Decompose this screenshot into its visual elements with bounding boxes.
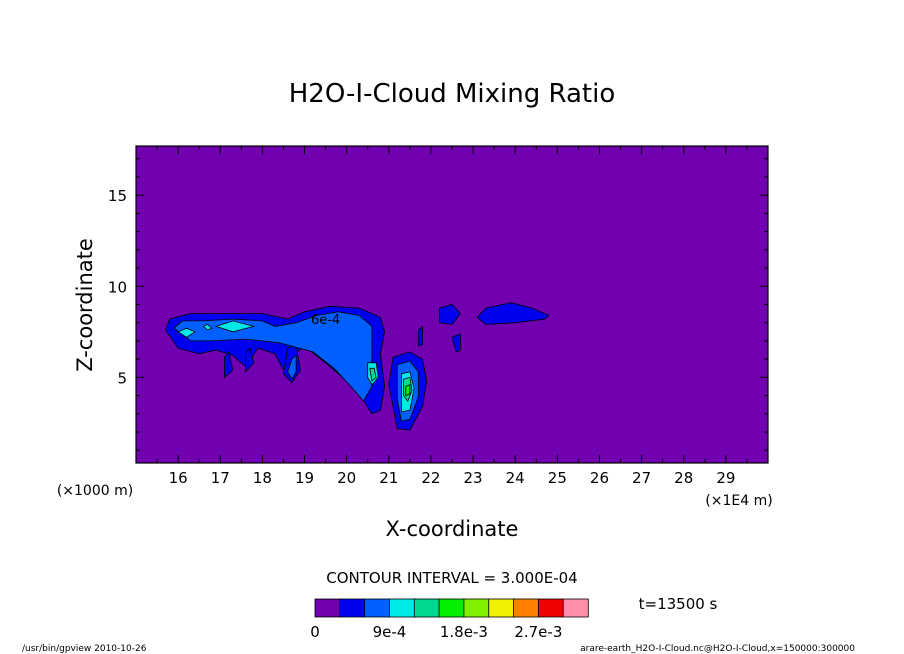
x-tick-label: 16 xyxy=(169,469,188,487)
x-tick-label: 23 xyxy=(464,469,483,487)
contour-region-level-1 xyxy=(451,332,461,353)
contour-interval-text: CONTOUR INTERVAL = 3.000E-04 xyxy=(326,569,577,587)
x-tick-label: 20 xyxy=(337,469,356,487)
contour-region-level-1 xyxy=(438,304,461,325)
footer-left: /usr/bin/gpview 2010-10-26 xyxy=(22,644,147,654)
x-tick-label: 21 xyxy=(379,469,398,487)
contour-regions xyxy=(165,302,550,431)
colorbar-tick-label: 9e-4 xyxy=(373,623,407,641)
x-tick-label: 27 xyxy=(632,469,651,487)
x-tick-label: 25 xyxy=(548,469,567,487)
contour-region-level-3 xyxy=(202,324,213,331)
colorbar-swatch xyxy=(488,598,515,618)
x-unit-right: (×1E4 m) xyxy=(705,493,772,509)
x-tick-label: 29 xyxy=(716,469,735,487)
y-tick-label: 5 xyxy=(117,369,127,387)
x-tick-label: 26 xyxy=(590,469,609,487)
colorbar-tick-label: 1.8e-3 xyxy=(440,623,488,641)
contour-region-level-1 xyxy=(476,302,550,325)
contour-region-level-5 xyxy=(405,384,411,397)
contour-region-level-1 xyxy=(245,347,255,373)
y-tick-label: 10 xyxy=(108,278,127,296)
colorbar-swatch xyxy=(562,598,589,618)
x-axis-label: X-coordinate xyxy=(386,517,519,541)
colorbar-tick-label: 2.7e-3 xyxy=(514,623,562,641)
contour-region-level-4 xyxy=(369,367,377,382)
colorbar-swatch xyxy=(314,598,341,618)
colorbar-swatch xyxy=(438,598,465,618)
chart-title: H2O-I-Cloud Mixing Ratio xyxy=(289,79,616,109)
y-tick-label: 15 xyxy=(108,187,127,205)
contour-region-level-2 xyxy=(173,311,373,402)
colorbar-swatch xyxy=(364,598,391,618)
colorbar-swatch xyxy=(413,598,440,618)
x-axis: 16 17 18 19 20 21 22 23 24 25 26 27 28 29 xyxy=(156,146,748,487)
x-unit-left: (×1000 m) xyxy=(57,483,133,499)
x-tick-label: 22 xyxy=(421,469,440,487)
footer-right: arare-earth_H2O-I-Cloud.nc@H2O-I-Cloud,x… xyxy=(580,644,855,654)
contour-region-level-3 xyxy=(177,327,196,338)
plot-area: 6e-4 xyxy=(135,145,769,464)
y-axis-label: Z-coordinate xyxy=(73,238,97,372)
colorbar-swatch xyxy=(463,598,490,618)
contour-region-level-1 xyxy=(224,350,234,379)
colorbar-swatch xyxy=(339,598,366,618)
colorbar-swatch xyxy=(513,598,540,618)
contour-region-level-1 xyxy=(417,325,423,348)
contour-region-level-3 xyxy=(214,320,256,333)
x-tick-label: 19 xyxy=(295,469,314,487)
contour-region-level-2 xyxy=(287,354,297,381)
x-tick-label: 17 xyxy=(211,469,230,487)
colorbar-swatch xyxy=(389,598,415,618)
colorbar: 0 9e-4 1.8e-3 2.7e-3 xyxy=(310,598,589,641)
colorbar-swatch xyxy=(537,598,564,618)
x-tick-label: 18 xyxy=(253,469,272,487)
contour-label: 6e-4 xyxy=(311,313,340,328)
y-axis: 5 10 15 xyxy=(108,158,768,451)
x-tick-label: 28 xyxy=(674,469,693,487)
time-label: t=13500 s xyxy=(639,595,718,613)
colorbar-tick-label: 0 xyxy=(310,623,320,641)
x-tick-label: 24 xyxy=(506,469,525,487)
